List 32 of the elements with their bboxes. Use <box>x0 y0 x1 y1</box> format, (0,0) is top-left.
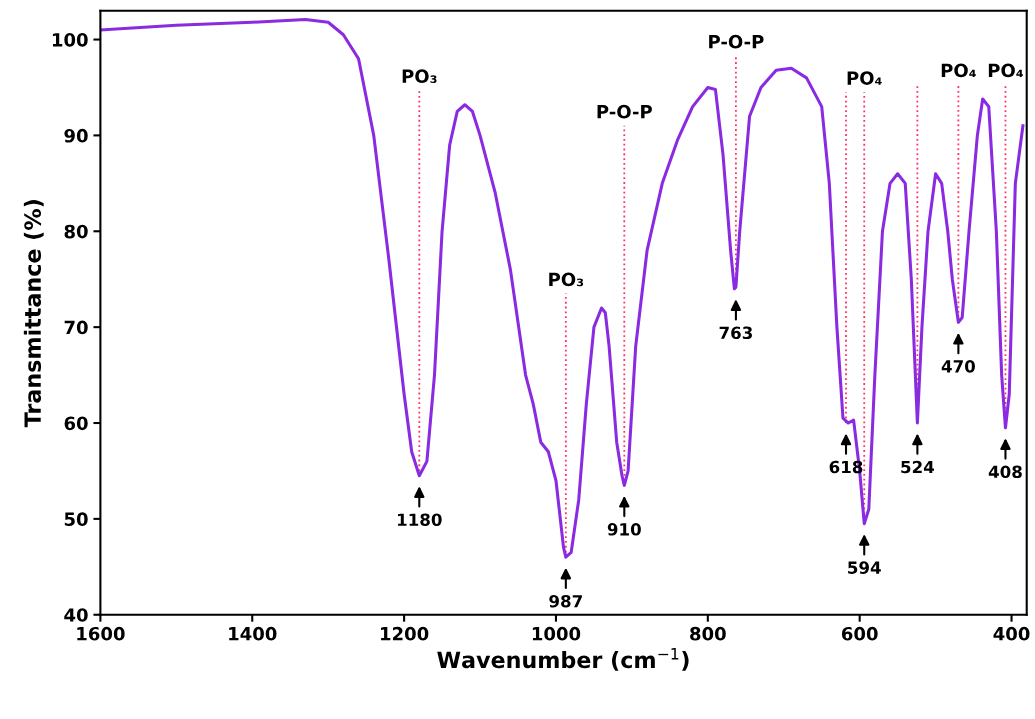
y-tick-label: 50 <box>64 512 88 526</box>
annotation: 594 <box>848 561 881 574</box>
x-tick-label: 800 <box>690 626 726 641</box>
annotation: P-O-P <box>597 104 652 119</box>
y-tick-label: 70 <box>64 320 88 335</box>
annotation: 408 <box>988 465 1022 479</box>
x-tick-label: 1600 <box>77 626 125 641</box>
y-tick-label: 90 <box>64 128 88 143</box>
annotation: PO₄ <box>847 71 882 85</box>
x-tick-label: 1000 <box>532 626 581 641</box>
annotation: 470 <box>941 360 975 373</box>
y-tick-label: 60 <box>64 416 88 431</box>
line-series <box>100 17 1025 559</box>
x-tick-label: 400 <box>993 626 1030 641</box>
annotation: 1180 <box>397 513 442 527</box>
x-tick-label: 600 <box>841 626 878 641</box>
annotation: 763 <box>719 326 752 340</box>
x-axis-title: Wavenumber (cm$^{−1}$) <box>437 648 689 671</box>
annotation: 910 <box>607 523 641 536</box>
y-tick-label: 40 <box>64 608 88 622</box>
annotation: PO₄ <box>988 63 1023 78</box>
annotation: PO₃ <box>549 272 584 287</box>
annotation: 987 <box>549 594 582 608</box>
annotation: PO₄ <box>941 63 976 78</box>
y-axis-title: Transmittance (%) <box>23 200 44 428</box>
annotation: P-O-P <box>709 34 764 49</box>
x-tick-label: 1400 <box>229 626 277 641</box>
y-tick-label: 80 <box>64 224 88 239</box>
y-tick-label: 100 <box>52 33 88 47</box>
annotation: 524 <box>901 460 935 474</box>
annotation: PO₃ <box>402 69 437 84</box>
x-tick-label: 1200 <box>381 626 429 641</box>
